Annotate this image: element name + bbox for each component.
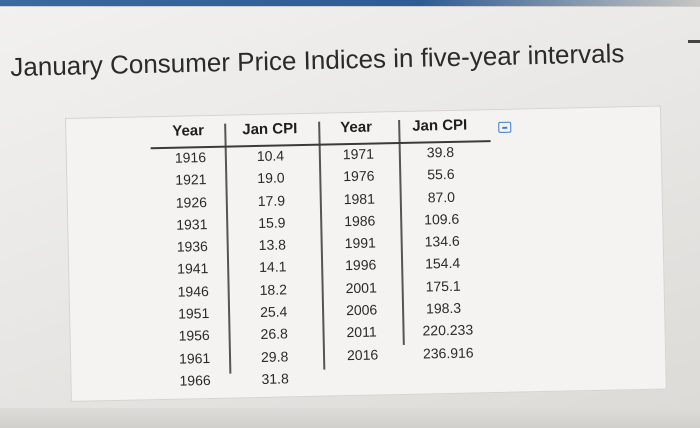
table-cell: 1921 <box>175 171 207 188</box>
table-cell: 13.8 <box>258 236 287 254</box>
table-cell: 1996 <box>344 256 377 274</box>
table-cell: 2016 <box>346 346 379 363</box>
table-cell: 1956 <box>178 327 210 345</box>
right-cpi-column: 39.8 55.6 87.0 109.6 134.6 154.4 175.1 1… <box>419 140 504 365</box>
table-cell: 134.6 <box>424 232 460 250</box>
table-cell: 10.4 <box>256 147 285 164</box>
table-cell: 220.233 <box>422 321 474 339</box>
table-cell: 1936 <box>176 238 209 255</box>
top-divider <box>0 6 700 7</box>
table-cell: 1971 <box>342 145 375 163</box>
table-cell: 1916 <box>174 149 207 166</box>
table-cell: 55.6 <box>427 166 455 183</box>
bottom-shadow <box>0 408 700 428</box>
header-cpi-right: Jan CPI <box>412 116 468 135</box>
table-cell: 29.8 <box>260 348 289 365</box>
table-cell: 1941 <box>177 260 209 278</box>
copy-icon[interactable] <box>498 121 512 133</box>
left-years-column: 1916 1921 1926 1931 1936 1941 1946 1951 … <box>175 145 250 392</box>
table-cell: 1931 <box>176 215 208 233</box>
table-cell: 1951 <box>177 305 210 322</box>
table-cell: 1986 <box>344 212 376 230</box>
header-year-right: Year <box>340 118 373 137</box>
table-cell: 154.4 <box>424 255 461 272</box>
table-cell: 236.916 <box>422 344 474 362</box>
cpi-table: Year Jan CPI Year Jan CPI 1916 1921 1926… <box>65 105 667 402</box>
table-cell: 1991 <box>344 234 377 252</box>
table-cell: 39.8 <box>426 143 455 161</box>
table-cell: 109.6 <box>424 210 460 228</box>
table-cell: 1966 <box>179 371 211 389</box>
table-cell: 18.2 <box>259 281 288 298</box>
top-bar <box>0 0 700 6</box>
left-cpi-column: 10.4 19.0 17.9 15.9 13.8 14.1 18.2 25.4 … <box>257 144 332 391</box>
table-cell: 1961 <box>178 349 211 367</box>
right-years-column: 1971 1976 1981 1986 1991 1996 2001 2006 … <box>343 142 418 366</box>
table-cell: 17.9 <box>257 192 286 209</box>
table-cell: 14.1 <box>259 258 287 276</box>
page-title: January Consumer Price Indices in five-y… <box>10 38 625 82</box>
table-cell: 1926 <box>175 193 208 211</box>
table-cell: 31.8 <box>261 370 289 387</box>
table-cell: 198.3 <box>425 299 462 317</box>
table-cell: 26.8 <box>260 325 288 343</box>
table-cell: 2011 <box>346 323 377 341</box>
table-cell: 19.0 <box>257 169 285 187</box>
table-cell: 2006 <box>345 301 378 319</box>
table-cell: 2001 <box>345 279 377 296</box>
table-cell: 25.4 <box>259 303 288 321</box>
table-cell: 1981 <box>343 190 376 207</box>
table-cell: 175.1 <box>425 277 461 295</box>
corner-dash <box>688 40 700 43</box>
header-cpi-left: Jan CPI <box>242 120 298 139</box>
header-year-left: Year <box>172 122 205 140</box>
table-cell: 15.9 <box>258 214 286 231</box>
table-cell: 1946 <box>177 282 209 300</box>
table-cell: 1976 <box>343 167 375 185</box>
table-cell: 87.0 <box>427 188 456 206</box>
